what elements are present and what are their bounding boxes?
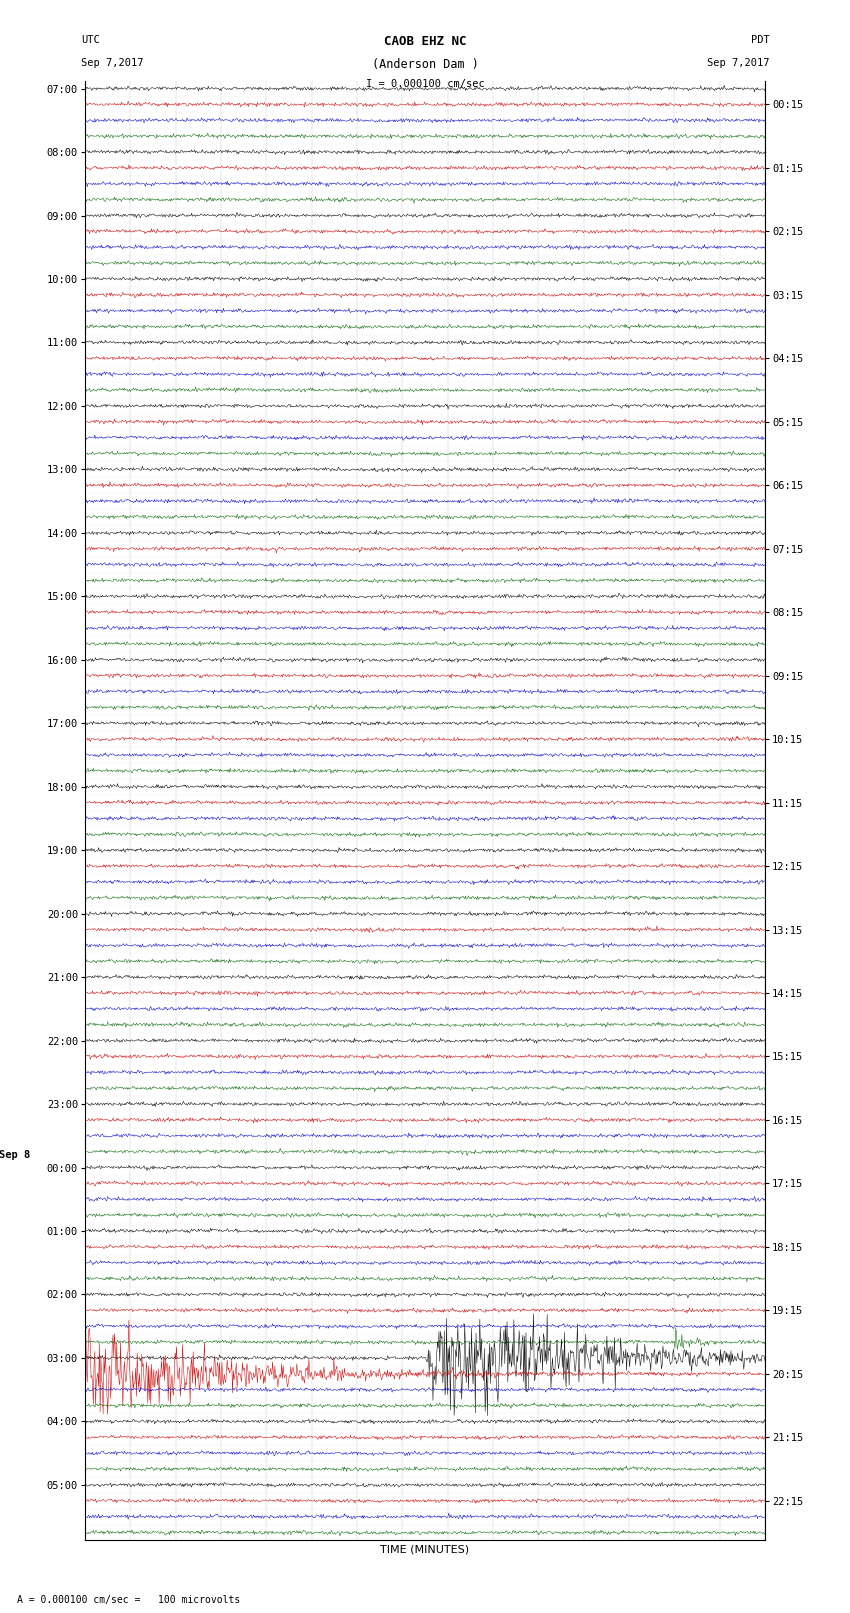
Text: Sep 8: Sep 8 <box>0 1150 31 1160</box>
Text: UTC: UTC <box>81 35 99 45</box>
Text: (Anderson Dam ): (Anderson Dam ) <box>371 58 479 71</box>
Text: I = 0.000100 cm/sec: I = 0.000100 cm/sec <box>366 79 484 89</box>
Text: Sep 7,2017: Sep 7,2017 <box>81 58 144 68</box>
Text: PDT: PDT <box>751 35 769 45</box>
Text: A = 0.000100 cm/sec =   100 microvolts: A = 0.000100 cm/sec = 100 microvolts <box>17 1595 241 1605</box>
Text: CAOB EHZ NC: CAOB EHZ NC <box>383 35 467 48</box>
Text: Sep 7,2017: Sep 7,2017 <box>706 58 769 68</box>
X-axis label: TIME (MINUTES): TIME (MINUTES) <box>381 1545 469 1555</box>
